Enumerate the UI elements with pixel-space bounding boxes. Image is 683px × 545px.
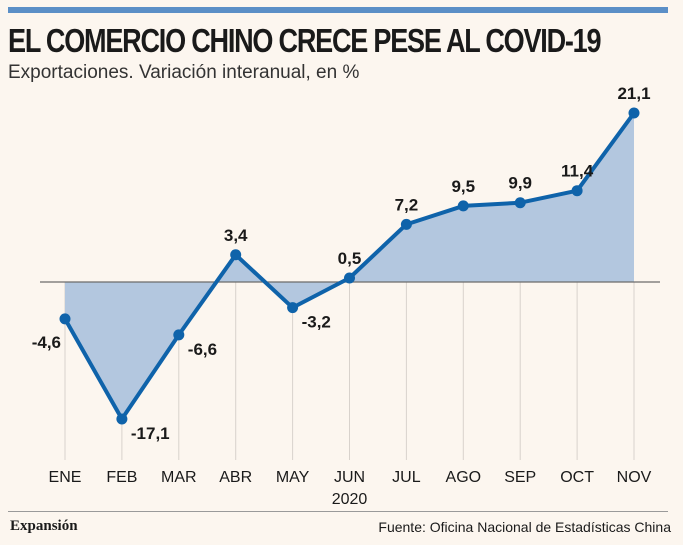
footer-divider — [8, 511, 668, 512]
accent-bar — [8, 7, 668, 13]
x-tick-jul: JUL — [392, 469, 421, 486]
value-label-ago: 9,5 — [451, 177, 475, 196]
area-fill — [65, 113, 634, 419]
data-point-nov — [628, 107, 640, 119]
data-point-mar — [173, 329, 185, 341]
x-tick-mar: MAR — [161, 469, 197, 486]
value-label-ene: -4,6 — [32, 333, 61, 352]
x-axis-label: 2020 — [332, 491, 368, 508]
x-tick-abr: ABR — [219, 469, 252, 486]
x-tick-labels: ENE FEB MAR ABR MAY JUN JUL AGO SEP OCT NOV — [49, 469, 652, 486]
data-point-jun — [344, 272, 355, 284]
x-tick-oct: OCT — [560, 469, 594, 486]
data-point-feb — [116, 413, 128, 425]
x-tick-jun: JUN — [334, 469, 365, 486]
x-tick-ago: AGO — [446, 469, 482, 486]
data-point-may — [287, 302, 299, 314]
data-point-oct — [571, 185, 583, 197]
value-label-nov: 21,1 — [617, 84, 650, 103]
x-tick-ene: ENE — [49, 469, 82, 486]
source-note: Fuente: Oficina Nacional de Estadísticas… — [378, 519, 671, 535]
chart-subtitle: Exportaciones. Variación interanual, en … — [8, 62, 360, 83]
data-point-sep — [514, 197, 526, 209]
data-point-ago — [457, 200, 469, 212]
value-label-jun: 0,5 — [338, 249, 362, 268]
value-label-sep: 9,9 — [508, 174, 532, 193]
value-label-abr: 3,4 — [224, 226, 248, 245]
data-points — [59, 107, 640, 425]
x-tick-feb: FEB — [106, 469, 137, 486]
brand-logo: Expansión — [10, 518, 78, 534]
x-tick-may: MAY — [276, 469, 310, 486]
x-tick-nov: NOV — [617, 469, 652, 486]
data-point-abr — [230, 249, 242, 261]
value-label-feb: -17,1 — [131, 424, 170, 443]
x-tick-sep: SEP — [504, 469, 536, 486]
value-label-mar: -6,6 — [188, 340, 217, 359]
data-point-ene — [59, 313, 71, 325]
data-point-jul — [400, 218, 412, 230]
value-label-oct: 11,4 — [561, 162, 594, 181]
value-label-may: -3,2 — [302, 313, 331, 332]
chart-title: EL COMERCIO CHINO CRECE PESE AL COVID-19 — [8, 22, 602, 59]
value-label-jul: 7,2 — [395, 195, 419, 214]
value-labels: -4,6 -17,1 -6,6 3,4 -3,2 0,5 7,2 9,5 9,9 11,4 21,1 — [32, 84, 651, 443]
